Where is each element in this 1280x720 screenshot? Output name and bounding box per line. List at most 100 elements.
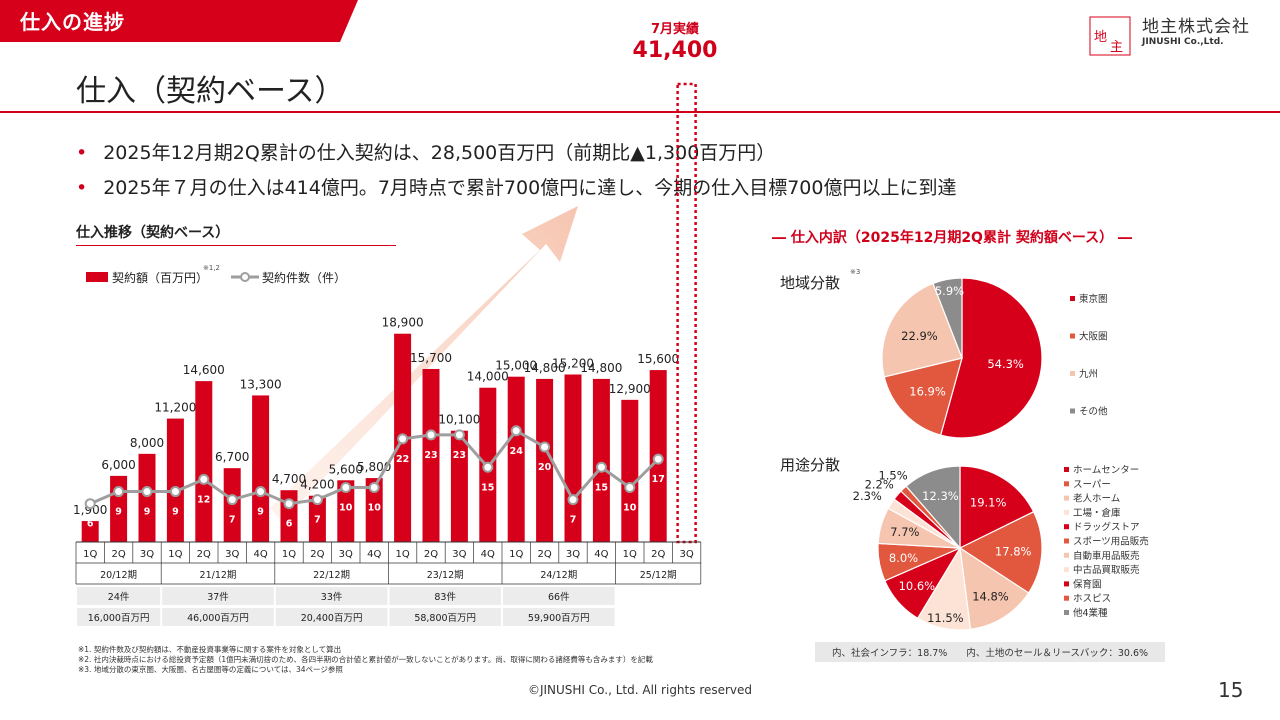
bar-value-label: 15,700 xyxy=(410,351,452,365)
count-label: 15 xyxy=(595,482,608,493)
bar-value-label: 15,600 xyxy=(637,352,679,366)
count-point xyxy=(425,429,437,441)
july-result-value: 41,400 xyxy=(632,38,718,63)
count-label: 6 xyxy=(286,519,293,530)
bar xyxy=(195,381,213,542)
quarter-label: 1Q xyxy=(83,549,97,560)
breakdown-note: 内、社会インフラ：18.7% 内、土地のセール＆リースバック：30.6% xyxy=(831,648,1149,659)
legend-bar-swatch xyxy=(86,272,108,282)
title-divider xyxy=(0,111,1280,113)
bar xyxy=(365,478,383,542)
summary-amount-cell xyxy=(389,608,501,626)
pie-slice-label: 5.9% xyxy=(935,284,964,298)
pie-slice xyxy=(959,546,1030,630)
period-label: 22/12期 xyxy=(313,570,350,581)
bar-value-label: 14,800 xyxy=(524,361,566,375)
bar xyxy=(308,495,326,542)
legend-label: 工場・倉庫 xyxy=(1073,507,1121,519)
legend-swatch xyxy=(1064,581,1069,587)
quarter-label: 3Q xyxy=(140,549,154,560)
count-label: 9 xyxy=(257,507,264,518)
summary-count-cell xyxy=(503,587,615,605)
legend-swatch xyxy=(1070,371,1075,376)
pie-slice xyxy=(958,510,1043,594)
count-point xyxy=(340,482,352,493)
july-result-label: 7月実績 xyxy=(650,22,700,37)
pie-slice-label: 17.8% xyxy=(995,544,1032,558)
legend-label: 東京圏 xyxy=(1079,293,1108,305)
quarter-label: 4Q xyxy=(253,549,267,560)
growth-arrow-icon xyxy=(270,206,578,522)
bar xyxy=(422,368,440,542)
pie-slice-label: 2.2% xyxy=(865,478,894,492)
count-label: 9 xyxy=(115,507,122,518)
count-label: 9 xyxy=(172,507,179,518)
pie-slice-label: 12.3% xyxy=(922,489,959,503)
count-point xyxy=(141,486,153,498)
pie-slice xyxy=(883,357,963,436)
bullet-item: • 2025年７月の仕入は414億円。7月時点で累計700億円に達し、今期の仕入目… xyxy=(76,177,957,199)
usage-pie-title: 用途分散 xyxy=(780,456,841,474)
quarter-label: 1Q xyxy=(282,549,296,560)
summary-count: 24件 xyxy=(108,591,130,603)
pie-slice-label: 19.1% xyxy=(970,496,1007,510)
count-point xyxy=(368,482,380,493)
pie-slice xyxy=(905,465,961,550)
legend-swatch xyxy=(1064,481,1069,487)
bar-value-label: 8,000 xyxy=(130,436,164,450)
legend-swatch xyxy=(1070,333,1075,339)
quarter-label: 2Q xyxy=(651,549,665,560)
count-label: 22 xyxy=(396,454,409,465)
legend-line-swatch xyxy=(231,272,259,282)
pie-slice-label: 14.8% xyxy=(972,590,1009,604)
bar xyxy=(81,521,99,542)
bar-value-label: 5,600 xyxy=(329,462,363,476)
count-point xyxy=(84,498,96,510)
count-point xyxy=(567,494,579,506)
summary-count: 33件 xyxy=(321,591,343,603)
quarter-label: 2Q xyxy=(310,549,324,560)
count-point xyxy=(113,486,125,498)
quarter-label: 1Q xyxy=(168,549,182,560)
quarter-label: 3Q xyxy=(679,549,693,560)
count-point xyxy=(283,498,295,510)
legend-label: 大阪圏 xyxy=(1079,331,1108,343)
bar-value-label: 15,000 xyxy=(495,359,537,373)
count-point xyxy=(169,486,181,498)
bar xyxy=(337,480,355,542)
count-label: 12 xyxy=(197,494,210,505)
legend-label: 九州 xyxy=(1079,368,1098,380)
region-pie-title: 地域分散 xyxy=(780,274,841,292)
bar xyxy=(592,378,610,542)
bar-value-label: 14,000 xyxy=(467,370,509,384)
count-point xyxy=(226,494,238,506)
count-point xyxy=(539,441,551,453)
bar-value-label: 6,700 xyxy=(215,450,249,464)
summary-count-cell xyxy=(77,587,161,605)
bar-value-label: 6,000 xyxy=(101,458,135,472)
summary-amount: 58,800百万円 xyxy=(414,613,476,624)
bar-value-label: 13,300 xyxy=(240,377,282,391)
count-label: 23 xyxy=(424,450,437,461)
footnote: ※3. 地域分散の東京圏、大阪圏、名古屋圏等の定義については、34ページ参照 xyxy=(78,665,343,674)
svg-text:主: 主 xyxy=(1110,40,1123,55)
bar xyxy=(536,378,554,542)
legend-bar-label: 契約額（百万円） xyxy=(112,271,209,285)
count-point xyxy=(255,486,267,498)
quarter-label: 4Q xyxy=(481,549,495,560)
legend-swatch xyxy=(1064,495,1069,501)
bullet-item: • 2025年12月期2Q累計の仕入契約は、28,500百万円（前期比▲1,300… xyxy=(76,142,776,164)
pie-slice-label: 7.7% xyxy=(890,525,919,539)
section-tab xyxy=(0,0,358,42)
count-label: 23 xyxy=(453,450,466,461)
legend-swatch xyxy=(1064,467,1069,472)
quarter-label: 2Q xyxy=(197,549,211,560)
period-label: 24/12期 xyxy=(540,570,577,581)
legend-label: ドラッグストア xyxy=(1073,521,1140,533)
count-label: 7 xyxy=(314,515,321,526)
legend-label: その他 xyxy=(1079,406,1108,418)
bar-projected xyxy=(676,82,697,544)
pie-slice-label: 54.3% xyxy=(987,357,1024,371)
page-number: 15 xyxy=(1218,678,1244,702)
count-label: 10 xyxy=(623,503,637,514)
